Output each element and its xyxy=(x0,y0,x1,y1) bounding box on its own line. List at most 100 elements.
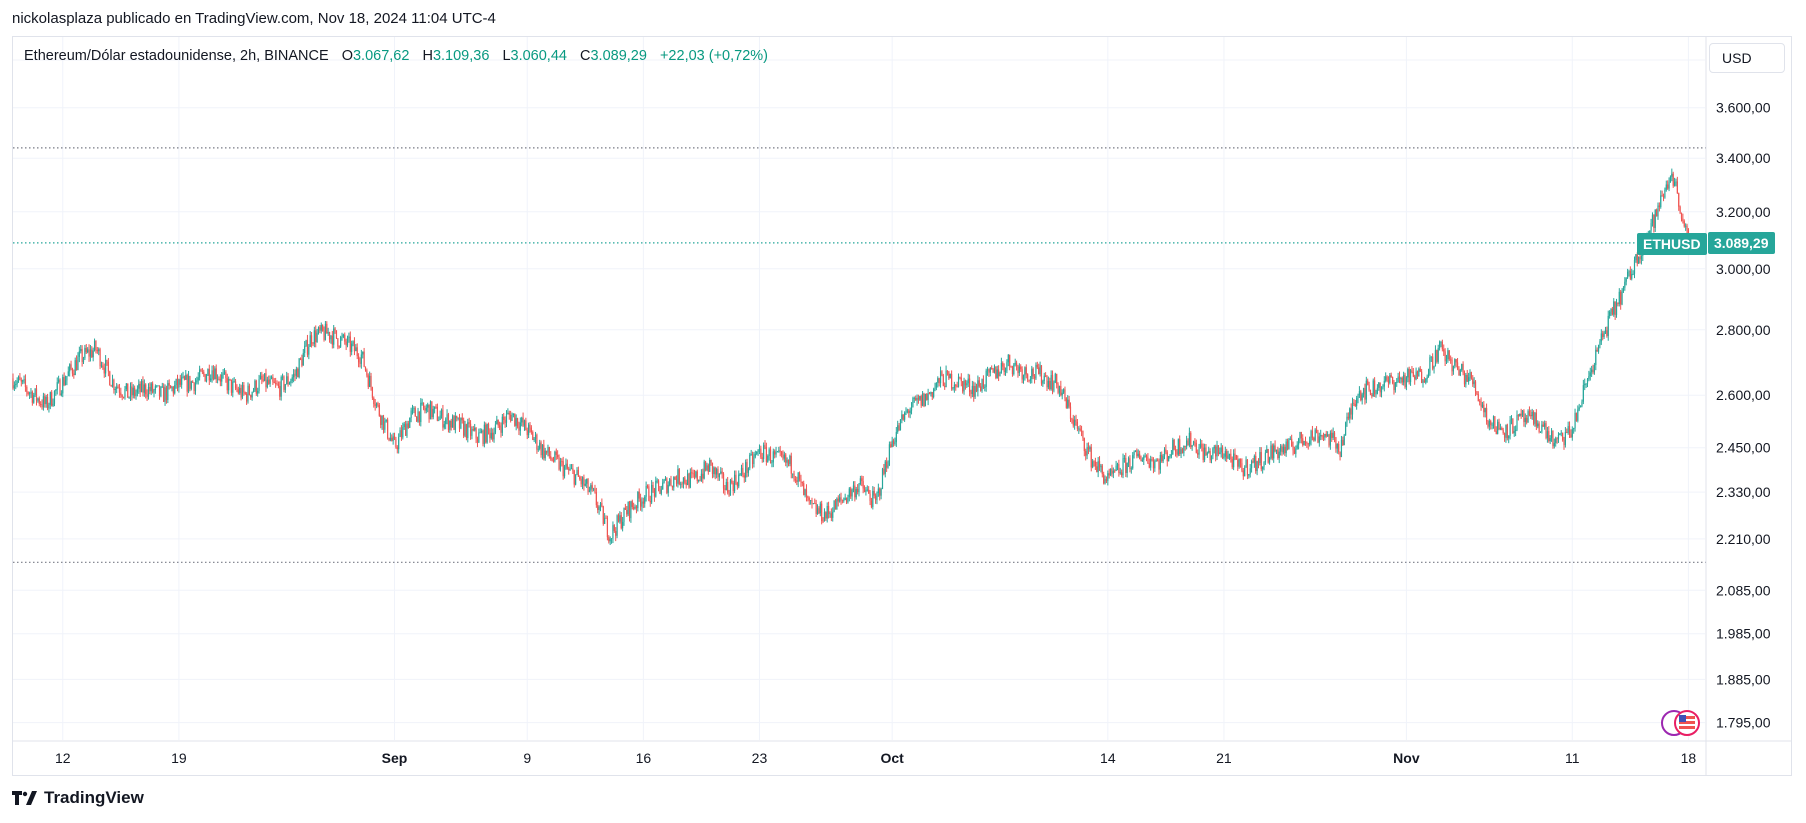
candle-body xyxy=(305,340,307,346)
candle-body xyxy=(775,451,777,455)
candle-body xyxy=(23,379,25,381)
candle-body xyxy=(1448,350,1450,360)
candle-body xyxy=(1006,362,1008,371)
candle-body xyxy=(1174,449,1177,452)
candle-body xyxy=(290,380,292,384)
candle-body xyxy=(1426,376,1428,379)
candle-body xyxy=(569,468,571,470)
candle-body xyxy=(522,417,524,426)
candle-body xyxy=(747,468,750,473)
candle-body xyxy=(327,332,329,334)
candle-body xyxy=(1186,440,1188,447)
candle-body xyxy=(1259,452,1261,464)
candle-body xyxy=(1631,273,1633,279)
candle-body xyxy=(1577,409,1579,421)
footer-logo-text: TradingView xyxy=(44,788,144,807)
candle-body xyxy=(1342,439,1344,446)
candle-body xyxy=(982,379,985,388)
candle-body xyxy=(808,498,810,501)
candle-body xyxy=(420,402,422,423)
candle-body xyxy=(1205,447,1207,455)
candlestick-series xyxy=(12,168,1690,546)
candle-body xyxy=(1043,375,1045,381)
candle-body xyxy=(1197,452,1199,455)
candle-body xyxy=(1553,442,1555,447)
candle-body xyxy=(934,387,936,390)
candle-body xyxy=(1098,461,1101,468)
candle-body xyxy=(880,488,882,496)
candle-body xyxy=(1262,466,1264,470)
candle-body xyxy=(461,417,463,421)
candle-body xyxy=(434,406,436,410)
candle-body xyxy=(606,517,609,538)
candle-body xyxy=(1477,394,1479,402)
candle-body xyxy=(364,366,367,371)
candle-body xyxy=(381,415,383,425)
candle-body xyxy=(1445,359,1448,362)
candle-body xyxy=(1191,445,1193,447)
candle-body xyxy=(852,485,855,490)
candle-body xyxy=(457,417,459,419)
currency-button[interactable]: USD xyxy=(1709,43,1785,73)
candle-body xyxy=(456,415,458,419)
candle-body xyxy=(413,408,415,410)
candle-body xyxy=(543,444,545,459)
candle-body xyxy=(443,424,445,428)
candle-body xyxy=(486,424,488,443)
candle-body xyxy=(1173,439,1175,450)
candle-body xyxy=(1273,445,1275,459)
candle-body xyxy=(739,473,741,475)
candle-body xyxy=(190,381,192,389)
candle-body xyxy=(586,479,588,484)
candle-body xyxy=(27,392,29,394)
events-flag-icon[interactable] xyxy=(1660,708,1704,743)
candle-body xyxy=(391,437,393,441)
time-tick-label: 16 xyxy=(636,750,652,766)
candle-body xyxy=(1636,254,1638,264)
candle-body xyxy=(1068,399,1070,407)
candle-body xyxy=(859,478,861,484)
candle-body xyxy=(746,462,748,473)
candle-body xyxy=(1564,432,1566,446)
candle-body xyxy=(1324,433,1326,438)
price-tick-label: 2.085,00 xyxy=(1716,582,1771,598)
candle-body xyxy=(73,373,75,376)
candle-body xyxy=(1632,273,1634,275)
candle-body xyxy=(597,505,599,510)
candle-body xyxy=(1076,421,1079,429)
candle-body xyxy=(1534,412,1536,424)
candle-body xyxy=(31,391,33,403)
candle-body xyxy=(1412,371,1414,377)
candle-body xyxy=(894,442,896,445)
candle-body xyxy=(295,368,297,376)
candle-body xyxy=(425,407,427,411)
candle-body xyxy=(530,427,532,433)
candle-body xyxy=(1328,434,1330,446)
candle-body xyxy=(451,416,454,428)
candle-body xyxy=(1235,455,1237,460)
candle-body xyxy=(257,390,259,394)
candle-body xyxy=(1404,374,1406,388)
candle-body xyxy=(1100,465,1102,468)
candle-body xyxy=(1519,413,1521,417)
candle-body xyxy=(1139,453,1141,459)
candle-body xyxy=(1602,333,1604,337)
candle-body xyxy=(605,517,607,519)
candle-body xyxy=(422,402,425,409)
candle-body xyxy=(1133,451,1135,456)
candle-body xyxy=(1292,446,1294,451)
candle-body xyxy=(1683,221,1685,227)
candle-body xyxy=(1544,423,1546,427)
candle-body xyxy=(1028,379,1030,381)
candle-body xyxy=(1180,449,1182,455)
candle-body xyxy=(66,376,68,381)
tradingview-footer[interactable]: TradingView xyxy=(12,788,144,808)
candle-body xyxy=(1343,435,1345,446)
candle-body xyxy=(862,481,864,489)
candle-body xyxy=(1434,350,1437,367)
candle-body xyxy=(236,388,238,390)
candle-body xyxy=(698,479,700,482)
candle-body xyxy=(1335,437,1337,449)
candle-body xyxy=(555,451,557,455)
